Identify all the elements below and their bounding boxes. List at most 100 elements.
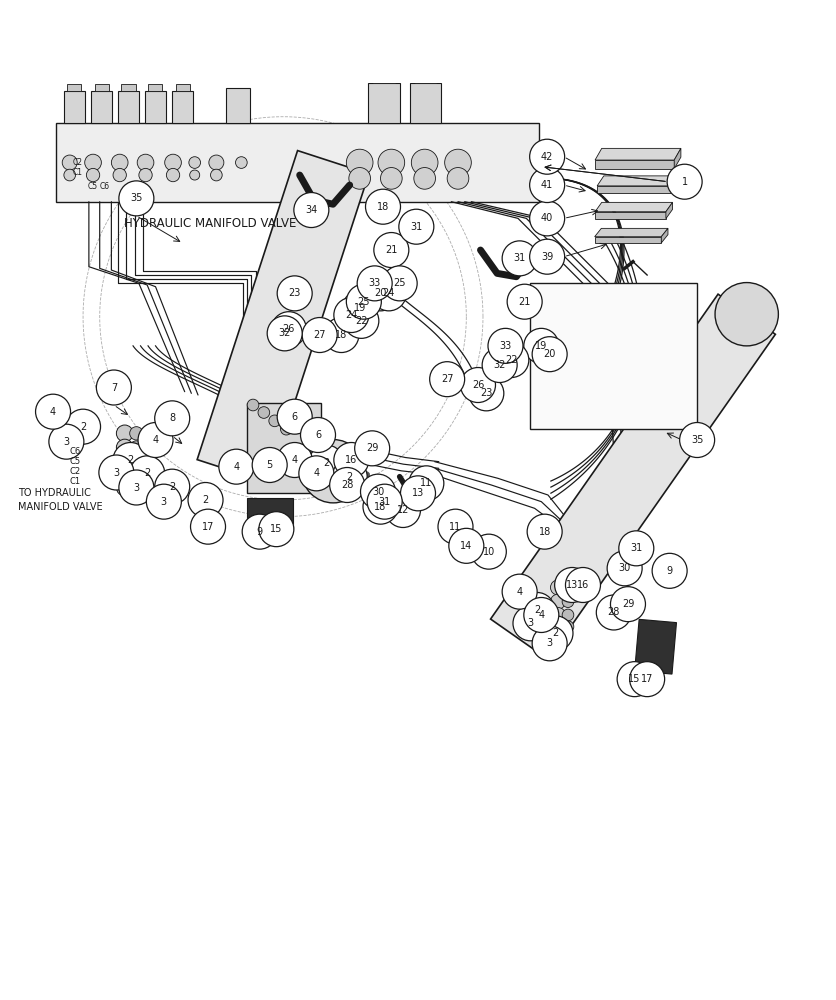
Circle shape [596, 595, 631, 630]
Polygon shape [594, 237, 661, 243]
Circle shape [189, 157, 201, 168]
Circle shape [502, 574, 538, 609]
Text: 2: 2 [169, 482, 176, 492]
Text: 32: 32 [493, 360, 506, 370]
Polygon shape [597, 186, 672, 193]
Text: 21: 21 [518, 297, 531, 307]
Circle shape [130, 468, 143, 482]
Bar [373, 74, 395, 83]
Bar [172, 91, 193, 123]
Text: 2: 2 [202, 495, 209, 505]
Text: 24: 24 [345, 310, 358, 320]
Circle shape [116, 467, 133, 483]
Text: C6: C6 [69, 447, 81, 456]
Circle shape [281, 423, 293, 435]
Circle shape [130, 456, 165, 491]
Text: 15: 15 [629, 674, 641, 684]
Circle shape [550, 580, 565, 595]
Text: C6: C6 [99, 182, 110, 191]
Text: 1: 1 [681, 177, 688, 187]
Polygon shape [491, 294, 775, 659]
Text: 25: 25 [358, 297, 370, 307]
Text: 4: 4 [517, 587, 522, 597]
Bar [368, 83, 400, 123]
Circle shape [334, 443, 369, 478]
Text: 4: 4 [538, 610, 544, 620]
Text: 39: 39 [541, 252, 553, 262]
Text: C2: C2 [72, 158, 82, 167]
Circle shape [278, 399, 312, 434]
Circle shape [236, 157, 247, 168]
Circle shape [116, 439, 133, 456]
Text: 13: 13 [566, 580, 579, 590]
Text: 23: 23 [480, 388, 492, 398]
Polygon shape [672, 176, 679, 193]
Circle shape [130, 456, 143, 469]
Text: 29: 29 [622, 599, 635, 609]
Circle shape [332, 459, 367, 494]
Circle shape [99, 455, 134, 490]
Text: 30: 30 [372, 487, 384, 497]
Text: 20: 20 [375, 288, 387, 298]
Text: 9: 9 [257, 527, 263, 537]
Circle shape [380, 168, 402, 189]
Text: 34: 34 [305, 205, 318, 215]
Circle shape [62, 155, 77, 170]
Circle shape [538, 616, 573, 651]
Circle shape [130, 481, 143, 494]
Text: 15: 15 [270, 524, 283, 534]
Text: 3: 3 [528, 618, 533, 628]
Text: HYDRAULIC MANIFOLD VALVE: HYDRAULIC MANIFOLD VALVE [124, 217, 297, 230]
Text: 35: 35 [130, 193, 143, 203]
Text: 40: 40 [541, 213, 553, 223]
Text: 3: 3 [547, 638, 553, 648]
Circle shape [346, 149, 373, 176]
Bar [55, 123, 539, 202]
Bar [64, 91, 84, 123]
Circle shape [293, 193, 329, 228]
Circle shape [346, 284, 381, 319]
Circle shape [190, 170, 200, 180]
Circle shape [461, 368, 496, 403]
Circle shape [354, 431, 390, 466]
Circle shape [48, 424, 84, 459]
Text: 29: 29 [366, 443, 379, 453]
Circle shape [363, 489, 398, 524]
Circle shape [513, 606, 548, 641]
Text: 10: 10 [482, 547, 495, 557]
Text: 2: 2 [80, 422, 86, 432]
Circle shape [607, 551, 642, 586]
Circle shape [562, 582, 573, 593]
Polygon shape [595, 148, 681, 160]
Circle shape [371, 276, 406, 311]
Bar [410, 83, 441, 123]
Circle shape [447, 168, 469, 189]
Bar [121, 84, 135, 91]
Circle shape [155, 401, 190, 436]
Circle shape [554, 567, 589, 602]
Text: TO HYDRAULIC
MANIFOLD VALVE: TO HYDRAULIC MANIFOLD VALVE [18, 488, 103, 512]
Text: 20: 20 [543, 349, 556, 359]
Circle shape [96, 370, 131, 405]
Circle shape [445, 149, 472, 176]
Circle shape [113, 443, 148, 478]
Text: 24: 24 [383, 288, 395, 298]
Circle shape [367, 484, 402, 519]
Text: 3: 3 [114, 468, 120, 478]
Text: 18: 18 [538, 527, 551, 537]
Polygon shape [674, 148, 681, 169]
Circle shape [667, 164, 702, 199]
Circle shape [119, 470, 154, 505]
Text: 31: 31 [513, 253, 526, 263]
Circle shape [298, 456, 334, 491]
Text: 9: 9 [666, 566, 673, 576]
Circle shape [617, 662, 652, 697]
Polygon shape [661, 228, 668, 243]
Circle shape [409, 466, 444, 501]
Circle shape [329, 468, 364, 502]
Text: 28: 28 [608, 607, 620, 617]
Circle shape [130, 427, 143, 440]
Circle shape [562, 621, 573, 632]
Circle shape [533, 337, 567, 372]
Circle shape [530, 168, 564, 203]
